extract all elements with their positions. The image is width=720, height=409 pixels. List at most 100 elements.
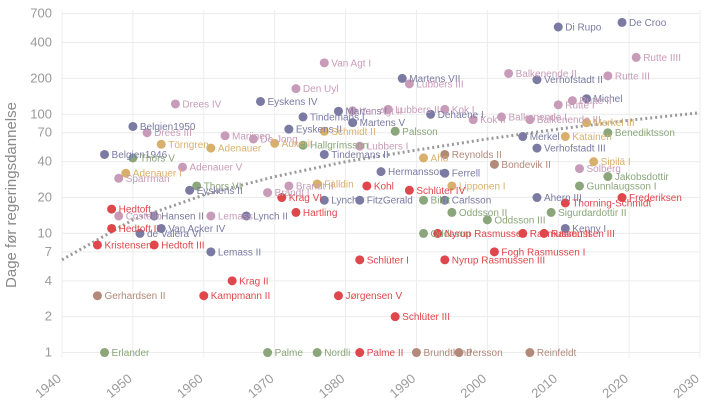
data-point-label: Kampmann II — [211, 291, 270, 302]
data-point — [497, 112, 507, 122]
data-point-label: Balkenende III — [537, 115, 601, 126]
data-point-label: Hallgrímsson — [310, 141, 368, 152]
data-point-label: Martens VII — [409, 74, 460, 85]
data-point — [206, 143, 216, 153]
data-point — [419, 228, 429, 238]
data-point — [468, 115, 478, 125]
data-point — [107, 204, 117, 214]
y-tick-label: 20 — [38, 190, 52, 205]
data-point-label: Benediktsson — [615, 128, 675, 139]
y-tick-label: 700 — [30, 6, 52, 21]
data-point — [319, 149, 329, 159]
data-point — [255, 96, 265, 106]
data-point-label: Palme II — [367, 348, 404, 359]
y-tick-label: 1 — [45, 345, 52, 360]
data-point-label: Lynch — [331, 196, 357, 207]
data-point — [312, 348, 322, 358]
data-point-label: Kok I — [452, 105, 475, 116]
data-point — [277, 193, 287, 203]
data-point — [241, 211, 251, 221]
data-point — [603, 71, 613, 81]
data-point — [206, 211, 216, 221]
data-point-label: Van Acker IV — [168, 224, 225, 235]
data-point-label: Solberg — [586, 164, 620, 175]
data-point-label: Rutte I — [565, 100, 594, 111]
data-point — [100, 348, 110, 358]
data-point-label: De Croo — [629, 18, 667, 29]
y-tick-label: 200 — [30, 70, 52, 85]
data-point — [298, 112, 308, 122]
data-point-label: Palsson — [402, 127, 438, 138]
data-point-label: Van Agt I — [331, 58, 371, 69]
y-tick-label: 7 — [45, 244, 52, 259]
data-point-label: Gunnlaugsson I — [586, 181, 656, 192]
data-point-label: Thorning-Schmidt — [572, 198, 651, 209]
data-point — [404, 185, 414, 195]
data-point — [574, 181, 584, 191]
x-tick-label: 1980 — [316, 371, 348, 401]
data-point — [149, 240, 159, 250]
data-point-label: Jørgensen V — [345, 291, 402, 302]
data-point-label: Kenny I — [572, 224, 606, 235]
y-tick-label: 40 — [38, 154, 52, 169]
data-point — [489, 159, 499, 169]
data-point-label: Merkel — [530, 132, 560, 143]
data-point-label: Belgien1950 — [140, 122, 196, 133]
data-point-label: Van Agt II — [360, 106, 403, 117]
point-labels: Di Rupo De Croo Rutte IIII Van Agt I Balkene… — [104, 18, 681, 359]
data-point — [440, 195, 450, 205]
data-point — [617, 17, 627, 27]
data-point-label: Nordli — [324, 348, 350, 359]
data-point — [128, 153, 138, 163]
data-point-label: Palme — [275, 348, 304, 359]
data-point — [92, 291, 102, 301]
data-point-label: Kok II — [480, 115, 506, 126]
data-point — [404, 79, 414, 89]
data-point-label: Verhofstadt III — [544, 144, 606, 155]
data-point — [433, 228, 443, 238]
data-point — [419, 153, 429, 163]
data-point — [291, 84, 301, 94]
data-point — [156, 139, 166, 149]
data-point — [482, 215, 492, 225]
data-point-label: Eyskens II — [197, 186, 243, 197]
data-point — [390, 126, 400, 136]
data-point-label: Lubbers I — [367, 142, 409, 153]
data-point-label: Dehaene I — [438, 110, 484, 121]
data-point-label: Di Rupo — [565, 22, 602, 33]
data-point-label: Aho — [431, 153, 449, 164]
data-point — [504, 68, 514, 78]
data-point-label: Brandt II — [296, 181, 334, 192]
data-point-label: Lemass II — [218, 247, 261, 258]
data-point — [440, 168, 450, 178]
data-point-label: Hedtoft — [119, 205, 151, 216]
data-point — [532, 143, 542, 153]
y-tick-label: 400 — [30, 35, 52, 50]
data-point-label: De Jong — [260, 134, 297, 145]
data-point-label: Katainen — [572, 132, 611, 143]
x-tick-label: 2020 — [599, 371, 631, 401]
data-point-label: Thors VI — [204, 181, 242, 192]
data-point — [447, 181, 457, 191]
data-point — [298, 140, 308, 150]
data-point-label: Adenauer V — [190, 163, 243, 174]
data-point-label: Drees IV — [182, 99, 221, 110]
data-point-label: Reinfeldt — [537, 348, 577, 359]
data-point-label: Drees III — [154, 128, 192, 139]
data-point-label: Hedtoft III — [161, 240, 204, 251]
data-point — [319, 195, 329, 205]
data-point — [248, 134, 258, 144]
data-point-label: Brundtland — [423, 348, 471, 359]
data-point-label: Auxerit — [282, 139, 313, 150]
data-point — [114, 173, 124, 183]
data-point-label: Lynch II — [253, 211, 288, 222]
data-point — [142, 128, 152, 138]
data-point — [199, 291, 209, 301]
y-tick-label: 100 — [30, 106, 52, 121]
data-point — [284, 124, 294, 134]
data-point — [348, 106, 358, 116]
data-point-label: Fälldin — [324, 179, 353, 190]
data-point-label: Michel — [594, 94, 623, 105]
data-point — [185, 185, 195, 195]
